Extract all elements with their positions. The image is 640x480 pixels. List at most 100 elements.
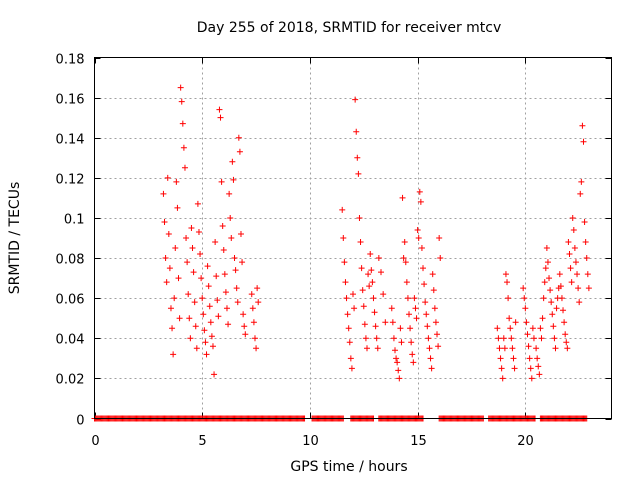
data-point [183, 235, 190, 241]
data-point [412, 305, 419, 312]
data-point [248, 291, 255, 298]
data-point [400, 255, 407, 262]
data-point [206, 303, 213, 310]
data-point [353, 128, 360, 135]
data-point [227, 214, 234, 221]
data-point [193, 345, 200, 352]
data-point [395, 367, 402, 374]
data-point [160, 190, 167, 197]
data-point [403, 279, 410, 286]
data-point [415, 235, 422, 241]
data-point [498, 365, 505, 372]
data-point [427, 355, 434, 362]
data-point [175, 275, 182, 282]
plot-frame [94, 57, 612, 419]
data-point [570, 226, 577, 233]
data-point [541, 279, 548, 286]
y-tick-label: 0.16 [56, 93, 85, 108]
data-point [390, 335, 397, 342]
data-point [527, 365, 534, 372]
data-point [399, 194, 406, 201]
data-point [351, 305, 358, 312]
data-point [242, 331, 249, 338]
data-point [524, 331, 531, 338]
data-point [371, 309, 378, 316]
data-point [501, 345, 508, 352]
y-tick-label: 0 [76, 414, 84, 429]
data-point [505, 295, 512, 302]
data-point [421, 281, 428, 288]
y-tick-label: 0.04 [56, 333, 85, 348]
data-point [170, 351, 177, 358]
data-point [176, 315, 183, 322]
data-point [529, 325, 536, 332]
data-point [162, 255, 169, 262]
data-point [392, 347, 399, 354]
data-point [411, 295, 418, 302]
data-point [567, 265, 574, 272]
data-point [420, 265, 427, 272]
data-point [198, 275, 205, 282]
data-point [578, 178, 585, 185]
data-point [424, 323, 431, 330]
data-point [510, 355, 517, 362]
data-point [560, 307, 567, 314]
data-point [408, 339, 415, 346]
y-axis-label: SRMTID / TECUs [7, 182, 23, 295]
data-point [163, 279, 170, 286]
data-point [497, 355, 504, 362]
data-point [551, 335, 558, 342]
data-point [241, 323, 248, 330]
data-point [388, 305, 395, 312]
data-point [396, 375, 403, 382]
data-point [223, 305, 230, 312]
data-point [205, 283, 212, 290]
data-point [201, 327, 208, 334]
data-point [236, 148, 243, 155]
data-point [233, 285, 240, 292]
data-point [179, 120, 186, 127]
data-point [191, 299, 198, 306]
data-point [214, 297, 221, 304]
data-point [549, 311, 556, 318]
y-tick-label: 0.12 [56, 173, 85, 188]
data-point [352, 96, 359, 103]
data-point [495, 335, 502, 342]
data-point [398, 339, 405, 346]
data-point [409, 351, 416, 358]
data-point [561, 319, 568, 326]
data-point [207, 319, 214, 326]
data-point [342, 279, 349, 286]
data-point [203, 351, 210, 358]
y-tick-label: 0.18 [56, 53, 85, 68]
data-point [509, 345, 516, 352]
data-point [359, 287, 366, 294]
data-point [347, 355, 354, 362]
data-point [579, 122, 586, 129]
data-point [169, 325, 176, 332]
data-point [180, 144, 187, 151]
data-point [569, 214, 576, 221]
data-point [173, 178, 180, 185]
data-point [202, 339, 209, 346]
data-point [511, 365, 518, 372]
data-point [584, 271, 591, 278]
data-point [428, 365, 435, 372]
data-point [508, 335, 515, 342]
data-point [416, 188, 423, 195]
data-point [339, 206, 346, 213]
data-point [393, 355, 400, 362]
data-point [187, 335, 194, 342]
data-point [361, 321, 368, 328]
data-point [229, 158, 236, 165]
data-point [577, 190, 584, 197]
data-point [436, 235, 443, 241]
data-point [237, 230, 244, 237]
data-point [496, 345, 503, 352]
data-point [372, 323, 379, 330]
data-point [557, 283, 564, 290]
data-point [234, 299, 241, 306]
data-point [414, 226, 421, 233]
data-point [418, 245, 425, 252]
